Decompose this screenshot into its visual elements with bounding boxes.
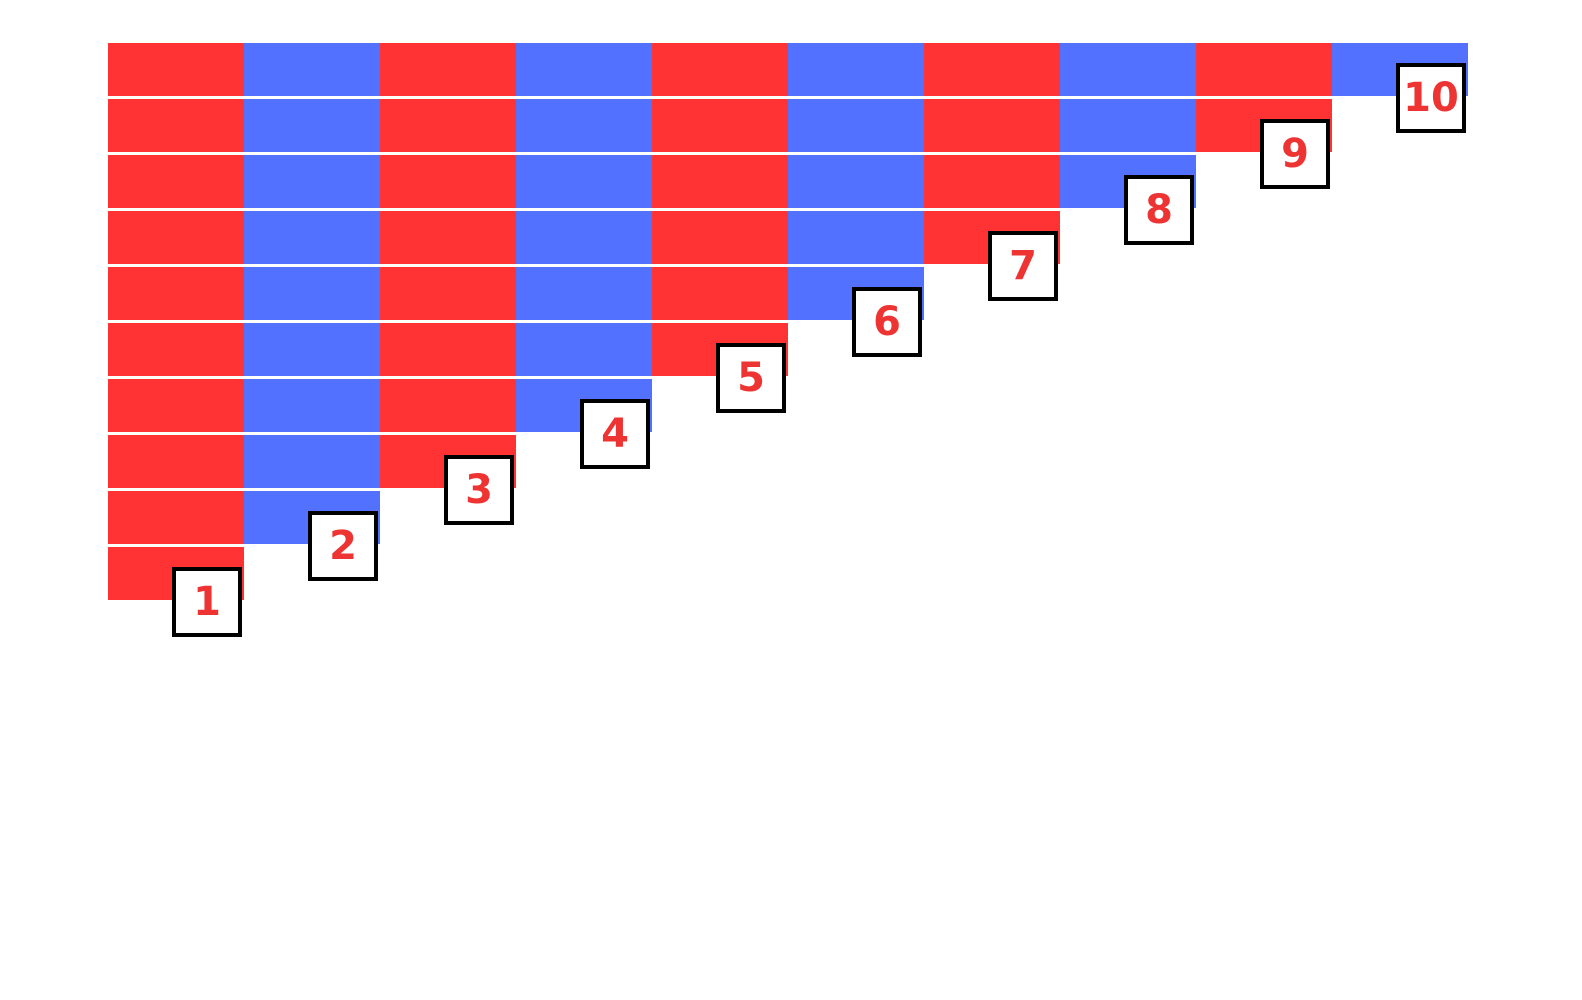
rod-label-6: 6	[852, 287, 922, 357]
rod-6	[108, 267, 924, 320]
rod-segment	[380, 267, 516, 320]
rod-segment	[108, 379, 244, 432]
rod-segment	[1060, 99, 1196, 152]
rod-segment	[380, 43, 516, 96]
rod-5	[108, 323, 788, 376]
rod-label-10: 10	[1396, 63, 1466, 133]
rod-4	[108, 379, 652, 432]
rod-segment	[380, 155, 516, 208]
rod-segment	[1196, 43, 1332, 96]
rod-segment	[380, 323, 516, 376]
rod-segment	[652, 155, 788, 208]
rod-label-7: 7	[988, 231, 1058, 301]
rod-segment	[516, 211, 652, 264]
rod-segment	[380, 379, 516, 432]
rod-segment	[788, 99, 924, 152]
rod-10	[108, 43, 1468, 96]
rod-segment	[516, 155, 652, 208]
rod-segment	[924, 155, 1060, 208]
rod-segment	[244, 323, 380, 376]
rod-segment	[108, 99, 244, 152]
rod-segment	[244, 435, 380, 488]
rod-segment	[108, 323, 244, 376]
rod-label-3: 3	[444, 455, 514, 525]
rod-segment	[108, 267, 244, 320]
rod-segment	[244, 99, 380, 152]
rod-segment	[788, 155, 924, 208]
rod-segment	[652, 267, 788, 320]
rod-8	[108, 155, 1196, 208]
rod-segment	[516, 323, 652, 376]
rod-segment	[652, 211, 788, 264]
rod-label-5: 5	[716, 343, 786, 413]
rod-segment	[516, 99, 652, 152]
rod-segment	[1060, 43, 1196, 96]
rod-segment	[108, 155, 244, 208]
rod-label-8: 8	[1124, 175, 1194, 245]
rod-segment	[788, 43, 924, 96]
rod-segment	[244, 379, 380, 432]
rod-9	[108, 99, 1332, 152]
rod-segment	[244, 155, 380, 208]
rod-segment	[516, 43, 652, 96]
rod-segment	[652, 99, 788, 152]
rod-segment	[108, 435, 244, 488]
rod-label-1: 1	[172, 567, 242, 637]
rod-segment	[244, 43, 380, 96]
rod-label-9: 9	[1260, 119, 1330, 189]
rod-segment	[244, 267, 380, 320]
rod-segment	[516, 267, 652, 320]
rod-segment	[924, 99, 1060, 152]
rod-segment	[652, 43, 788, 96]
rod-7	[108, 211, 1060, 264]
rod-label-2: 2	[308, 511, 378, 581]
rod-segment	[380, 211, 516, 264]
rod-segment	[108, 491, 244, 544]
rod-segment	[108, 211, 244, 264]
rod-segment	[108, 43, 244, 96]
rod-segment	[924, 43, 1060, 96]
rod-segment	[380, 99, 516, 152]
rod-label-4: 4	[580, 399, 650, 469]
rod-segment	[788, 211, 924, 264]
rod-segment	[244, 211, 380, 264]
